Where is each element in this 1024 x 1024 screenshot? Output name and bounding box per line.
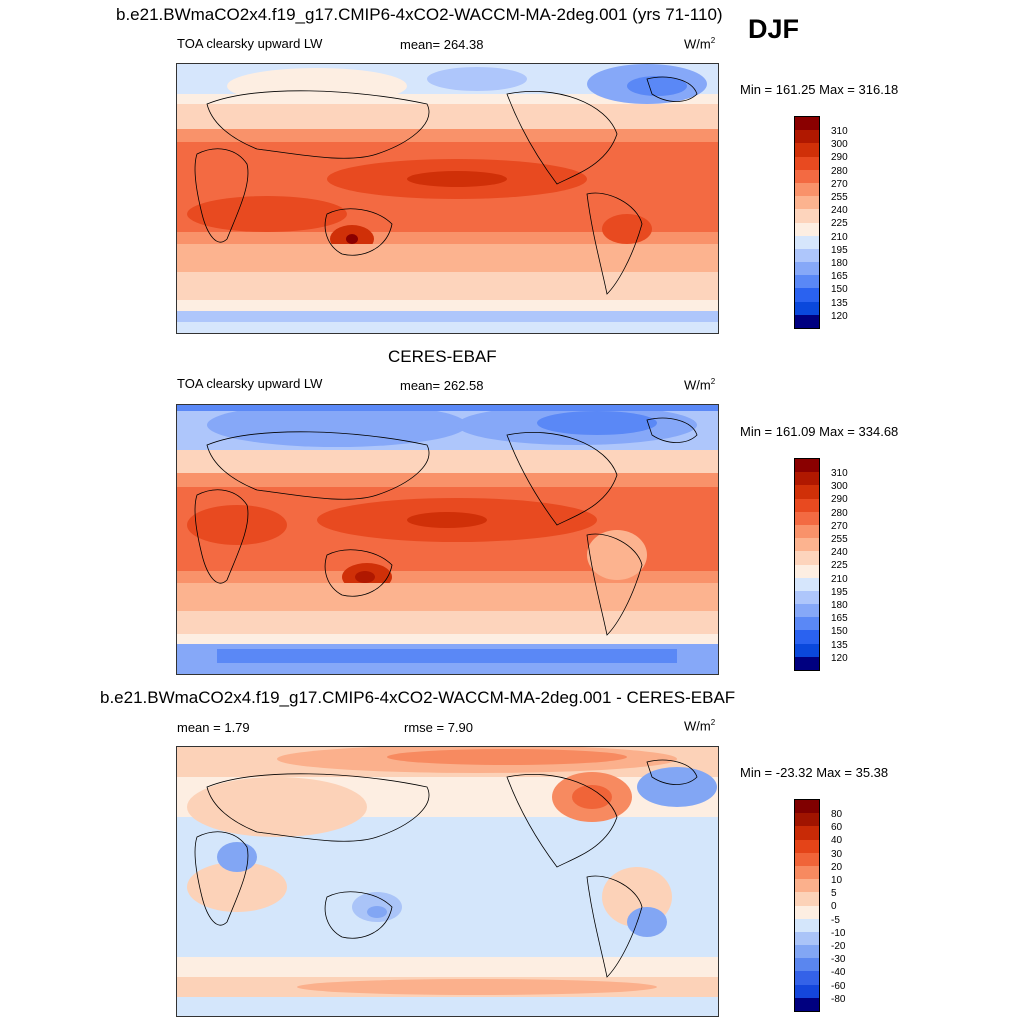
panel1-variable-label: TOA clearsky upward LW — [177, 36, 323, 51]
panel1-colorbar-tick: 280 — [831, 165, 848, 177]
season-label: DJF — [748, 14, 800, 44]
panel3-minmax: Min = -23.32 Max = 35.38 — [740, 765, 889, 780]
panel3-colorbar-tick: 40 — [831, 835, 843, 847]
panel1-minmax: Min = 161.25 Max = 316.18 — [740, 82, 899, 97]
panel2-colorbar-tick: 270 — [831, 520, 848, 532]
panel1-colorbar-tick: 180 — [831, 258, 848, 269]
panel2-title: CERES-EBAF — [388, 347, 497, 366]
panel1-colorbar-tick: 255 — [831, 192, 848, 203]
panel2-mean-label: mean= 262.58 — [400, 378, 484, 393]
panel2-colorbar-tick: 180 — [831, 600, 848, 611]
panel3-colorbar-swatches — [794, 799, 820, 1012]
panel1-colorbar-tick: 300 — [831, 139, 848, 151]
panel3-colorbar-tick: -10 — [831, 927, 846, 939]
panel3-colorbar-tick: 20 — [831, 861, 843, 873]
panel2-colorbar-tick: 300 — [831, 481, 848, 493]
panel3-colorbar-tick: 0 — [831, 901, 837, 913]
panel2-colorbar — [794, 458, 820, 671]
panel2-colorbar-tick: 195 — [831, 586, 848, 598]
panel1-colorbar-tick: 165 — [831, 271, 848, 283]
panel3-colorbar-tick: -30 — [831, 954, 846, 966]
panel2-colorbar-tick: 135 — [831, 639, 848, 651]
panel1-units: W/m2 — [684, 36, 716, 52]
panel2-colorbar-tick: 225 — [831, 560, 848, 572]
panel3-colorbar-tick: 30 — [831, 848, 843, 860]
panel3-units: W/m2 — [684, 718, 716, 734]
panel1-colorbar — [794, 116, 820, 329]
panel1-colorbar-tick: 195 — [831, 244, 848, 256]
panel2-colorbar-tick: 150 — [831, 626, 848, 638]
panel2-colorbar-tick: 165 — [831, 613, 848, 625]
panel2-colorbar-tick: 310 — [831, 468, 848, 479]
panel2-units: W/m2 — [684, 377, 716, 393]
panel1-colorbar-tick: 135 — [831, 297, 848, 309]
panel1-colorbar-tick: 150 — [831, 284, 848, 296]
panel1-mean-label: mean= 264.38 — [400, 37, 484, 52]
panel1-colorbar-tick: 240 — [831, 205, 848, 217]
panel3-colorbar-tick: 80 — [831, 809, 843, 820]
panel1-map — [176, 63, 719, 334]
panel1-colorbar-tick: 290 — [831, 152, 848, 164]
panel3-colorbar-tick: 60 — [831, 822, 843, 834]
panel1-colorbar-tick: 270 — [831, 178, 848, 190]
panel3-rmse-label: rmse = 7.90 — [404, 720, 474, 735]
panel2-colorbar-tick: 240 — [831, 547, 848, 559]
panel2-colorbar-tick: 210 — [831, 573, 848, 585]
panel3-colorbar-tick: 5 — [831, 888, 837, 900]
panel2-colorbar-swatches — [794, 458, 820, 671]
panel1-title: b.e21.BWmaCO2x4.f19_g17.CMIP6-4xCO2-WACC… — [116, 5, 723, 24]
panel3-colorbar-tick: -60 — [831, 980, 846, 992]
panel3-colorbar-tick: -80 — [831, 993, 846, 1005]
panel3-map — [176, 746, 719, 1017]
panel2-colorbar-tick: 255 — [831, 534, 848, 545]
panel2-variable-label: TOA clearsky upward LW — [177, 376, 323, 391]
panel1-colorbar-tick: 120 — [831, 310, 848, 322]
panel2-minmax: Min = 161.09 Max = 334.68 — [740, 424, 899, 439]
panel3-colorbar-tick: -20 — [831, 941, 846, 952]
panel2-colorbar-tick: 290 — [831, 494, 848, 506]
panel1-colorbar-tick: 310 — [831, 126, 848, 137]
panel1-colorbar-tick: 225 — [831, 218, 848, 230]
panel3-colorbar-tick: 10 — [831, 875, 843, 886]
panel3-mean-label: mean = 1.79 — [177, 720, 250, 735]
panel2-colorbar-tick: 280 — [831, 507, 848, 519]
panel2-colorbar-tick: 120 — [831, 652, 848, 664]
panel3-colorbar-tick: -5 — [831, 914, 840, 926]
panel3-colorbar-tick: -40 — [831, 967, 846, 979]
panel3-title: b.e21.BWmaCO2x4.f19_g17.CMIP6-4xCO2-WACC… — [100, 688, 736, 707]
panel2-map — [176, 404, 719, 675]
panel3-colorbar — [794, 799, 820, 1012]
panel1-colorbar-tick: 210 — [831, 231, 848, 243]
panel1-colorbar-swatches — [794, 116, 820, 329]
